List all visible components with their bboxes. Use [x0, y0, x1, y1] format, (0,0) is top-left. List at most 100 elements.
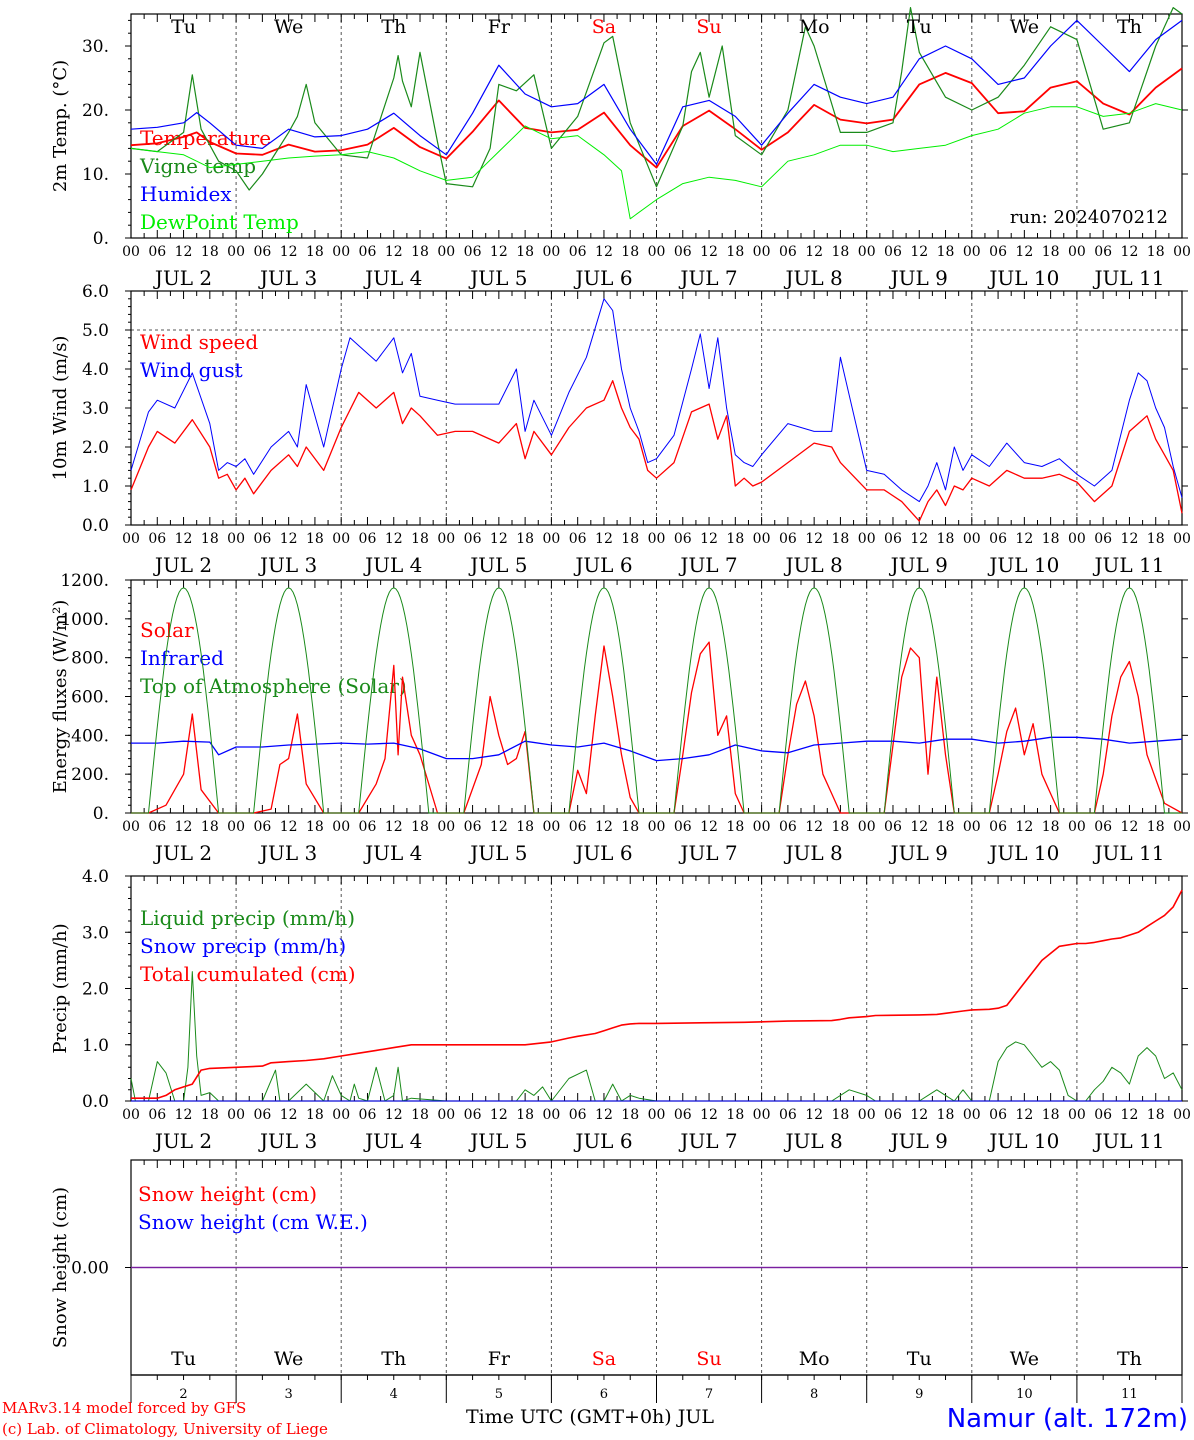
hour-tick-label: 00 [122, 1107, 140, 1123]
hour-tick-label: 18 [726, 531, 744, 547]
date-label: JUL 8 [784, 553, 843, 577]
hour-tick-label: 00 [122, 819, 140, 835]
hour-tick-label: 12 [700, 244, 718, 260]
day-number-label: 6 [600, 1387, 608, 1402]
hour-tick-label: 12 [385, 531, 403, 547]
run-label: run: 2024070212 [1010, 207, 1168, 228]
hour-tick-label: 12 [1121, 244, 1139, 260]
hour-tick-label: 18 [306, 531, 324, 547]
y-tick-label: 0. [93, 804, 109, 824]
date-label: JUL 9 [889, 1129, 948, 1153]
day-number-label: 10 [1016, 1387, 1033, 1402]
hour-tick-label: 00 [1173, 244, 1191, 260]
date-label: JUL 3 [258, 553, 317, 577]
hour-tick-label: 06 [464, 819, 482, 835]
hour-tick-label: 00 [437, 1107, 455, 1123]
date-label: JUL 9 [889, 266, 948, 290]
date-label: JUL 7 [678, 266, 737, 290]
date-label: JUL 2 [153, 1129, 212, 1153]
hour-tick-label: 18 [832, 531, 850, 547]
hour-tick-label: 18 [937, 531, 955, 547]
date-label: JUL 4 [363, 553, 422, 577]
hour-tick-label: 00 [227, 531, 245, 547]
hour-tick-label: 18 [937, 819, 955, 835]
day-name: Fr [488, 1348, 511, 1370]
hour-tick-label: 12 [385, 244, 403, 260]
hour-tick-label: 06 [148, 1107, 166, 1123]
y-tick-label: 6.0 [82, 282, 109, 302]
hour-tick-label: 12 [280, 531, 298, 547]
hour-tick-label: 06 [569, 531, 587, 547]
series-line [131, 736, 1183, 762]
y-tick-label: 1200. [60, 571, 109, 591]
hour-tick-label: 18 [201, 1107, 219, 1123]
y-tick-label: 1.0 [82, 477, 109, 497]
y-tick-label: 20. [82, 101, 109, 121]
hour-tick-label: 00 [437, 531, 455, 547]
hour-tick-label: 12 [700, 1107, 718, 1123]
hour-tick-label: 18 [1147, 1107, 1165, 1123]
hour-tick-label: 18 [201, 819, 219, 835]
hour-tick-label: 06 [989, 819, 1007, 835]
hour-tick-label: 00 [332, 244, 350, 260]
date-label: JUL 7 [678, 841, 737, 865]
y-axis-title: Snow height (cm) [50, 1187, 71, 1348]
y-tick-label: 0.00 [71, 1259, 109, 1279]
hour-tick-label: 18 [726, 819, 744, 835]
y-tick-label: 4.0 [82, 360, 109, 380]
series-line [131, 889, 1183, 1099]
legend-entry: Snow height (cm) [138, 1182, 317, 1206]
hour-tick-label: 00 [227, 819, 245, 835]
hour-tick-label: 00 [227, 1107, 245, 1123]
hour-tick-label: 06 [674, 819, 692, 835]
legend-entry: Liquid precip (mm/h) [140, 906, 355, 930]
date-label: JUL 9 [889, 553, 948, 577]
hour-tick-label: 06 [779, 244, 797, 260]
hour-tick-label: 06 [253, 244, 271, 260]
day-name: Sa [592, 1348, 616, 1370]
precip-panel: 0.0 1.0 2.0 3.0 4.0 Precip (mm/h) Liquid preci… [50, 867, 1191, 1153]
hour-tick-label: 12 [910, 1107, 928, 1123]
day-name: We [1010, 1348, 1039, 1370]
date-label: JUL 8 [784, 1129, 843, 1153]
day-name: Sa [592, 16, 616, 38]
date-label: JUL 6 [573, 1129, 632, 1153]
day-number-label: 3 [285, 1387, 293, 1402]
hour-tick-label: 12 [1015, 244, 1033, 260]
day-name: Su [696, 16, 721, 38]
hour-tick-label: 18 [1042, 531, 1060, 547]
date-label: JUL 5 [468, 553, 527, 577]
hour-tick-label: 06 [359, 819, 377, 835]
hour-tick-label: 18 [726, 244, 744, 260]
day-number-label: 8 [810, 1387, 818, 1402]
hour-tick-label: 00 [963, 1107, 981, 1123]
hour-tick-label: 06 [674, 531, 692, 547]
hour-tick-label: 00 [858, 531, 876, 547]
hour-tick-label: 18 [937, 244, 955, 260]
hour-tick-label: 00 [122, 531, 140, 547]
hour-tick-label: 12 [490, 244, 508, 260]
date-label: JUL 5 [468, 841, 527, 865]
series-line [130, 103, 1183, 220]
day-name: Th [1117, 16, 1142, 38]
legend-entry: Total cumulated (cm) [140, 962, 356, 986]
legend-entry: Snow height (cm W.E.) [138, 1210, 368, 1234]
hour-tick-label: 12 [910, 531, 928, 547]
hour-tick-label: 06 [884, 531, 902, 547]
hour-tick-label: 12 [700, 819, 718, 835]
date-label: JUL 5 [468, 1129, 527, 1153]
date-label: JUL 7 [678, 1129, 737, 1153]
hour-tick-label: 12 [1015, 1107, 1033, 1123]
day-name: Th [1117, 1348, 1142, 1370]
date-label: JUL 11 [1092, 266, 1164, 290]
legend-entry: Solar [140, 618, 194, 642]
legend-entry: Snow precip (mm/h) [140, 934, 346, 958]
hour-tick-label: 18 [1042, 819, 1060, 835]
hour-tick-label: 18 [411, 819, 429, 835]
date-label: JUL 8 [784, 841, 843, 865]
date-label: JUL 4 [363, 1129, 422, 1153]
hour-tick-label: 00 [332, 1107, 350, 1123]
model-credit: MARv3.14 model forced by GFS [2, 1399, 246, 1417]
y-tick-label: 800. [71, 649, 109, 669]
